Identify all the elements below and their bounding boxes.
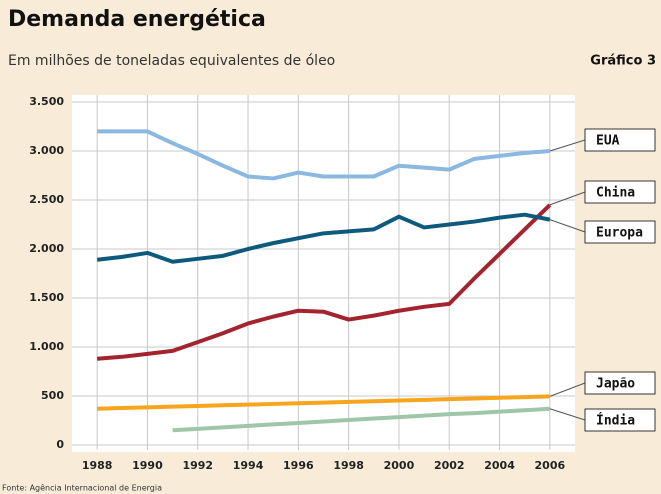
- chart-subtitle: Em milhões de toneladas equivalentes de …: [8, 53, 335, 69]
- series-line: [97, 394, 550, 411]
- x-tick-label: 1990: [132, 459, 163, 472]
- y-tick-label: 2.500: [29, 193, 64, 206]
- series-line: [97, 129, 551, 181]
- series-line: [172, 406, 550, 433]
- legend-connector: [549, 408, 586, 421]
- legend-label: EUA: [596, 134, 620, 149]
- x-tick-label: 1994: [233, 459, 264, 472]
- legend-label: Índia: [596, 413, 635, 429]
- y-tick-label: 0: [56, 438, 64, 451]
- y-tick-label: 3.000: [29, 144, 64, 157]
- series-line: [96, 203, 552, 361]
- y-tick-label: 3.500: [29, 95, 64, 108]
- legend-box: [584, 128, 656, 152]
- x-tick-label: 1988: [82, 459, 113, 472]
- legend-box: [584, 371, 656, 395]
- x-tick-label: 1998: [333, 459, 364, 472]
- legend-connector: [549, 191, 586, 206]
- source: Fonte: Agência Internacional de Energia: [2, 483, 162, 493]
- x-tick-label: 2002: [434, 459, 465, 472]
- legend-label: China: [596, 186, 635, 201]
- legend-box: [584, 408, 656, 432]
- legend-box: [584, 220, 656, 244]
- chart-label: Gráfico 3: [590, 54, 656, 69]
- plot-area: [72, 95, 575, 452]
- legend-box: [584, 180, 656, 204]
- x-tick-label: 2004: [484, 459, 515, 472]
- legend-connector: [549, 219, 586, 233]
- x-tick-label: 1996: [283, 459, 314, 472]
- legend-label: Japão: [596, 377, 635, 392]
- x-tick-label: 1992: [182, 459, 213, 472]
- x-tick-label: 2000: [384, 459, 415, 472]
- x-tick-label: 2006: [535, 459, 566, 472]
- y-tick-label: 500: [41, 389, 64, 402]
- series-line: [96, 212, 551, 264]
- y-tick-label: 1.000: [29, 340, 64, 353]
- y-tick-label: 2.000: [29, 242, 64, 255]
- legend-label: Europa: [596, 226, 643, 241]
- legend-connector: [549, 139, 586, 152]
- chart-title: Demanda energética: [8, 7, 266, 32]
- legend-connector: [549, 382, 586, 397]
- y-tick-label: 1.500: [29, 291, 64, 304]
